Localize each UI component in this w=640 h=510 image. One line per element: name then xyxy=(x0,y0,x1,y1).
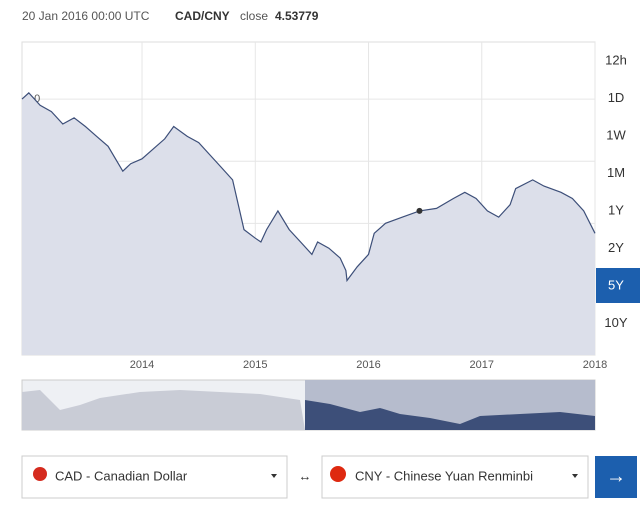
flag-ca xyxy=(33,467,47,481)
from-currency: CAD - Canadian Dollar xyxy=(55,468,188,483)
range-button[interactable] xyxy=(596,193,640,228)
to-select[interactable] xyxy=(321,455,589,499)
range-label: 1Y xyxy=(608,202,624,217)
header-close-value: 4.53779 xyxy=(275,9,319,23)
range-label: 1W xyxy=(606,127,626,142)
range-button[interactable] xyxy=(596,230,640,266)
dropdown-caret xyxy=(572,474,578,478)
navigator xyxy=(21,379,596,431)
range-button[interactable] xyxy=(596,305,640,341)
from-select[interactable] xyxy=(21,455,288,499)
flag-cn xyxy=(330,466,346,482)
to-currency: CNY - Chinese Yuan Renminbi xyxy=(355,468,533,483)
to-currency-clip: CNY - Chinese Yuan Renminbi xyxy=(355,468,533,483)
x-tick-label: 2017 xyxy=(470,359,494,371)
navigator-window-line xyxy=(305,400,595,430)
range-button[interactable] xyxy=(596,118,640,153)
x-tick-label: 2016 xyxy=(356,359,380,371)
range-label: 5Y xyxy=(608,277,624,292)
header-close-label: close xyxy=(240,9,268,23)
range-label: 1M xyxy=(607,165,625,180)
area xyxy=(22,92,595,356)
marker xyxy=(416,207,423,214)
header-pair: CAD/CNY xyxy=(175,9,230,23)
dropdown-caret xyxy=(271,474,277,478)
go-button[interactable] xyxy=(595,456,637,498)
x-tick-label: 2018 xyxy=(583,359,607,371)
go-arrow: → xyxy=(606,465,626,487)
range-button[interactable] xyxy=(596,43,640,78)
line xyxy=(21,92,596,283)
swap[interactable]: ↔ xyxy=(299,468,312,483)
range-label: 2Y xyxy=(608,240,624,255)
range-button[interactable] xyxy=(596,268,640,303)
x-tick-label: 2015 xyxy=(243,359,267,371)
x-tick-label: 2014 xyxy=(130,359,154,371)
range-label: 10Y xyxy=(604,315,627,330)
range-button[interactable] xyxy=(596,80,640,116)
range-label: 12h xyxy=(605,52,627,67)
range-button[interactable] xyxy=(596,155,640,191)
range-label: 1D xyxy=(608,90,625,105)
navigator-history xyxy=(22,390,305,430)
header-date: 20 Jan 2016 00:00 UTC xyxy=(22,9,150,23)
